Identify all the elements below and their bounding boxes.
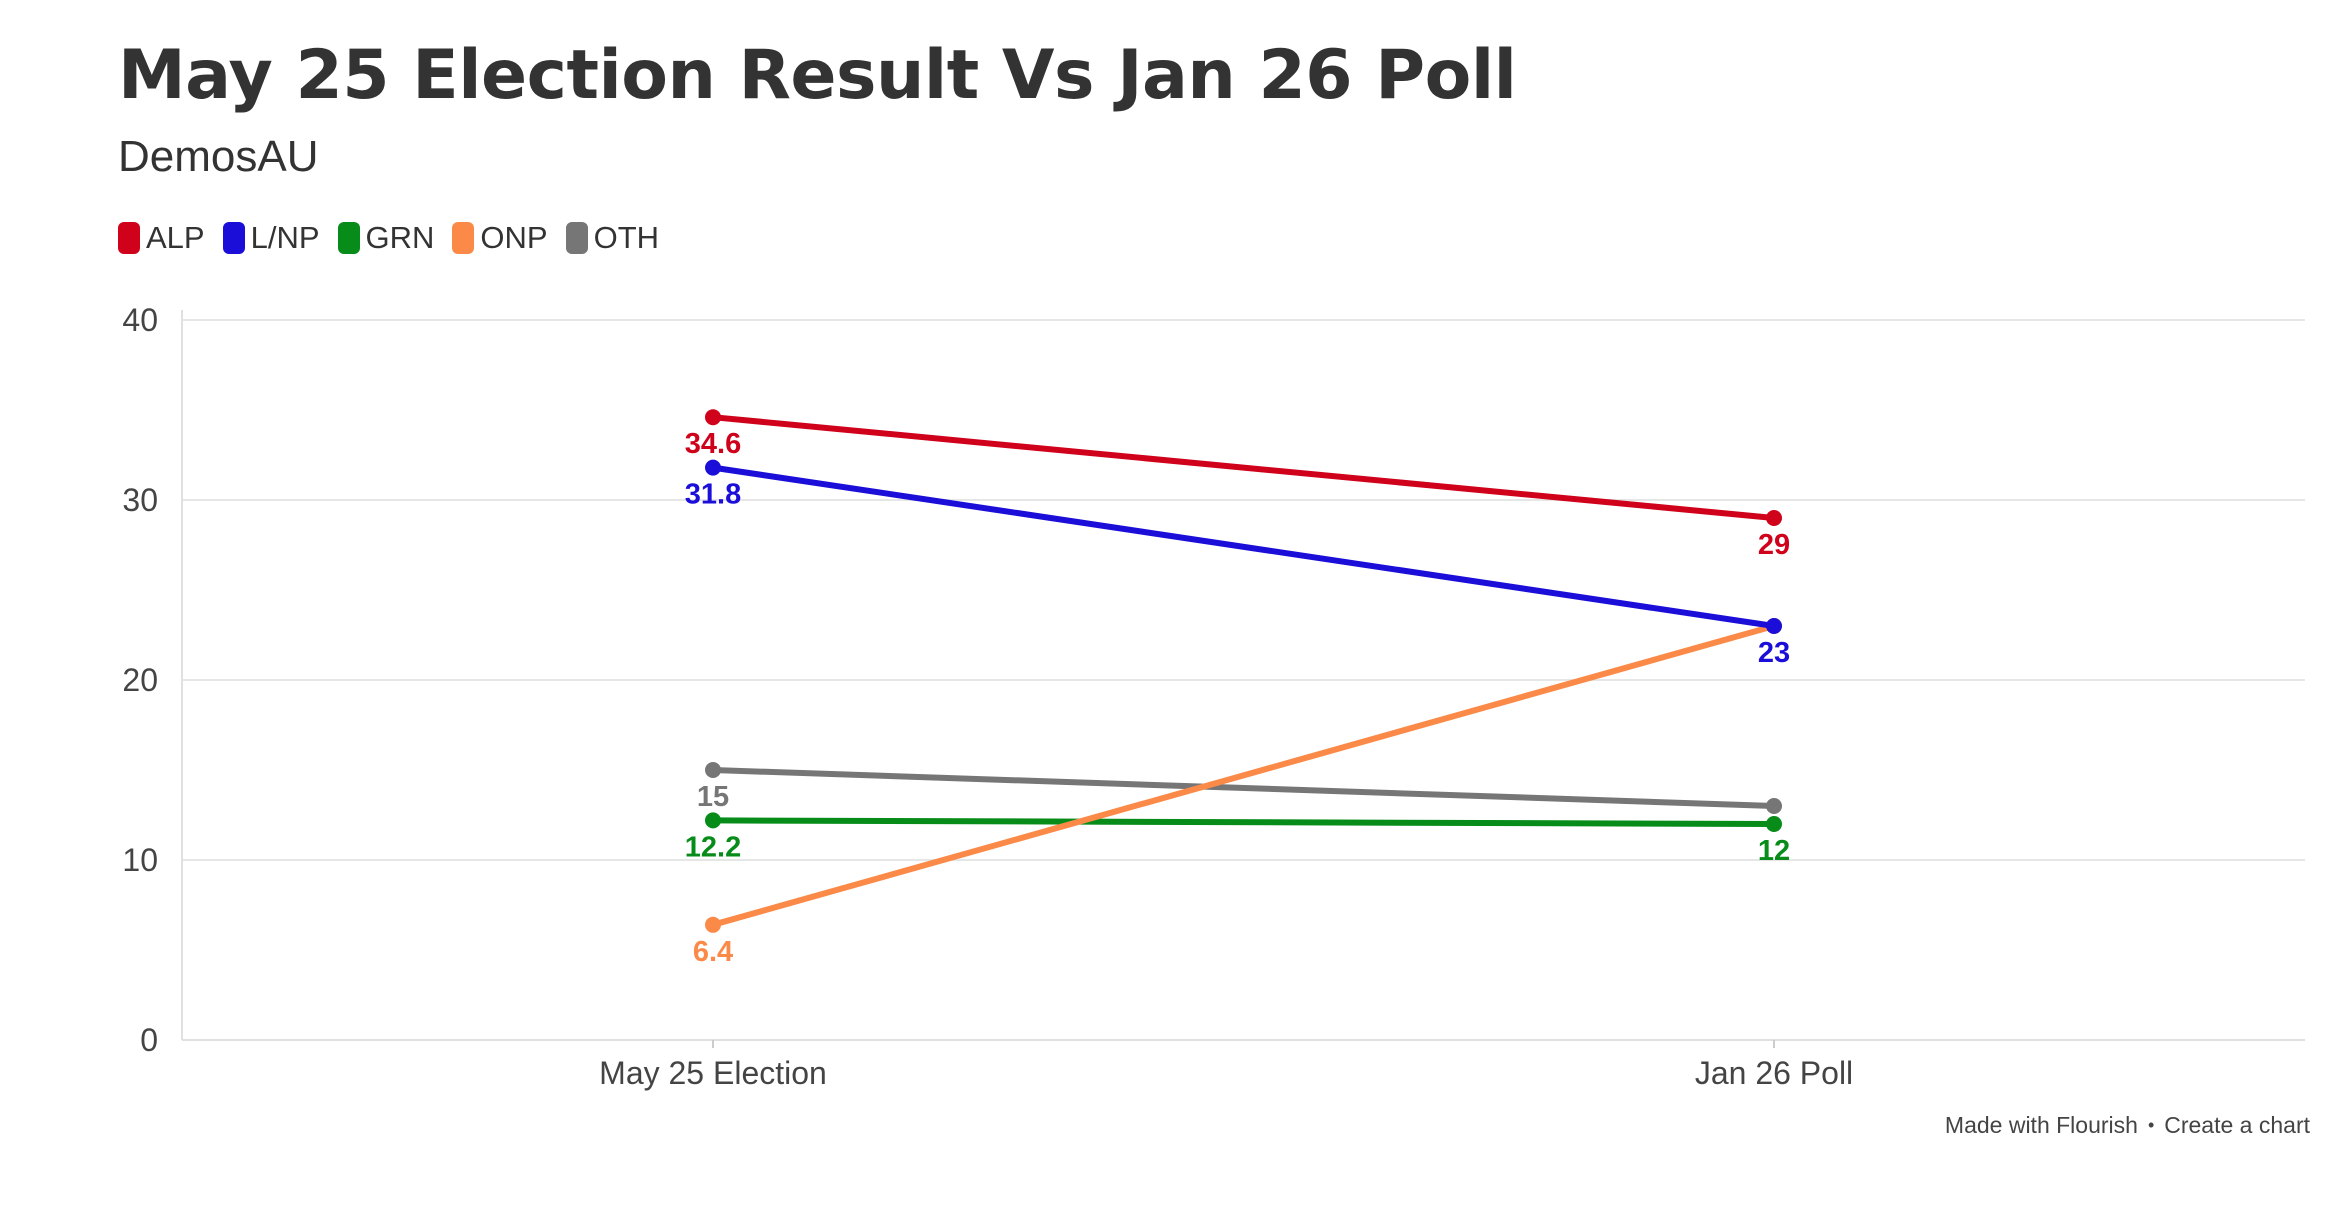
data-point-grn-0 [705,812,721,829]
legend-swatch [565,222,588,254]
data-point-onp-0 [705,916,721,933]
legend-swatch [452,222,475,254]
data-point-alp-0 [705,409,721,426]
x-tick-label: Jan 26 Poll [1695,1055,1853,1091]
data-label-grn-1: 12 [1758,835,1790,867]
legend-swatch [222,222,245,254]
data-label-alp-1: 29 [1758,529,1790,561]
y-tick-label: 40 [122,302,158,338]
legend-item-grn[interactable]: GRN [337,220,435,256]
data-label-oth-0: 15 [697,781,729,813]
series-lines [705,409,1782,933]
legend: ALP L/NP GRN ONP OTH [118,220,659,256]
legend-item-oth[interactable]: OTH [565,220,660,256]
series-line-oth [710,767,1777,809]
create-chart-link[interactable]: Create a chart [2164,1112,2310,1138]
data-label-lnp-1: 23 [1758,637,1790,669]
legend-item-alp[interactable]: ALP [118,220,205,256]
axes: 0 10 20 30 40 May 25 Election Jan 26 Poll [122,302,2305,1091]
y-tick-label: 30 [122,482,158,518]
series-line-lnp [710,464,1777,629]
chart-title: May 25 Election Result Vs Jan 26 Poll [118,36,1517,115]
series-line-grn [710,817,1777,827]
legend-item-lnp[interactable]: L/NP [222,220,320,256]
legend-label: GRN [365,220,435,255]
legend-label: L/NP [250,220,320,255]
legend-label: ONP [480,220,548,255]
y-tick-label: 10 [122,842,158,878]
data-point-alp-1 [1766,510,1782,526]
series-line-alp [710,414,1777,521]
flourish-credit: Made with Flourish • Create a chart [1945,1112,2310,1139]
data-label-alp-0: 34.6 [685,428,741,460]
made-with-flourish-link[interactable]: Made with Flourish [1944,1112,2138,1138]
legend-label: OTH [593,220,660,255]
footer-separator: • [2147,1115,2155,1135]
y-tick-label: 20 [122,662,158,698]
gridlines [182,319,2305,861]
data-label-grn-0: 12.2 [685,831,741,863]
data-labels: 34.6 29 31.8 23 12.2 12 6.4 15 [685,428,1790,968]
data-point-grn-1 [1766,816,1782,832]
data-point-oth-1 [1766,798,1782,814]
legend-swatch [337,222,360,254]
series-line-onp [710,623,1777,928]
data-point-lnp-0 [705,459,721,476]
data-point-lnp-1 [1766,618,1782,634]
x-tick-label: May 25 Election [599,1055,827,1091]
legend-label: ALP [146,220,205,255]
data-label-onp-0: 6.4 [693,936,733,968]
data-label-lnp-0: 31.8 [685,479,741,511]
chart-subtitle: DemosAU [118,132,319,181]
y-tick-label: 0 [140,1022,158,1058]
data-point-oth-0 [705,762,721,778]
legend-item-onp[interactable]: ONP [452,220,548,256]
legend-swatch [118,222,140,254]
